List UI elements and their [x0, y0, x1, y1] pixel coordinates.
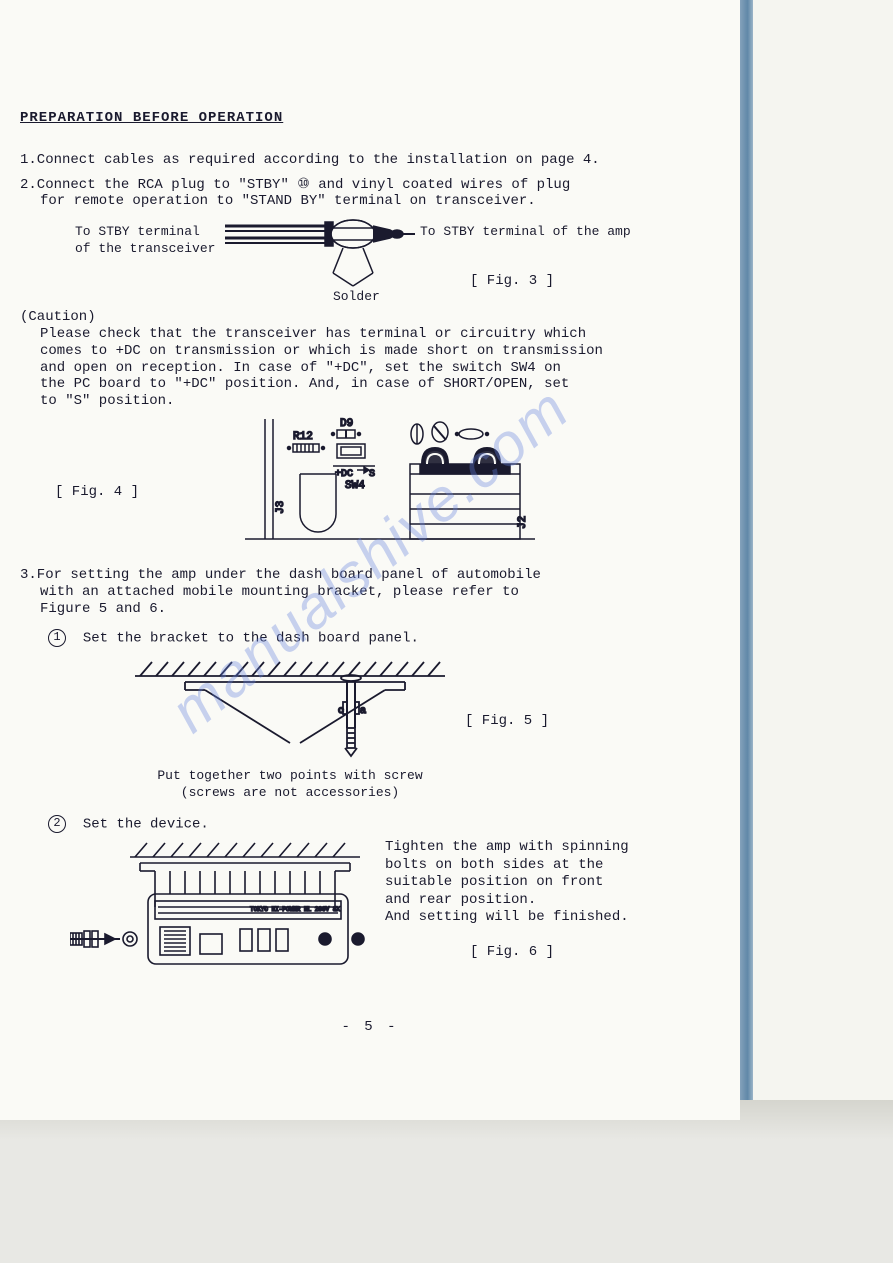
circled-1: 1: [48, 629, 66, 647]
svg-text:+DC: +DC: [335, 469, 353, 480]
pcb-diagram: D9 R12 +DC S: [245, 414, 535, 549]
document-page: PREPARATION BEFORE OPERATION 1.Connect c…: [0, 0, 740, 1120]
fig3-caption: [ Fig. 3 ]: [470, 273, 554, 290]
fig5-text: Put together two points with screw (scre…: [140, 768, 440, 802]
svg-text:D9: D9: [340, 418, 353, 430]
page-edge: [753, 0, 893, 1120]
circled-2: 2: [48, 815, 66, 833]
fig6-text: Tighten the amp with spinning bolts on b…: [385, 839, 695, 927]
fig3-left-l1: To STBY terminal: [75, 224, 215, 241]
fig6-l5: And setting will be finished.: [385, 909, 695, 927]
figure-6: TOKYO HI-POWER HL 200V SX Tighten the am…: [20, 839, 720, 999]
item-3-l2: with an attached mobile mounting bracket…: [20, 584, 720, 601]
svg-text:J3: J3: [275, 501, 287, 514]
step-2: 2 Set the device.: [20, 815, 720, 834]
caution-l3: and open on reception. In case of "+DC",…: [20, 360, 720, 377]
caution-l2: comes to +DC on transmission or which is…: [20, 343, 720, 360]
svg-text:SW4: SW4: [345, 480, 365, 492]
caution-l5: to "S" position.: [20, 393, 720, 410]
fig6-l1: Tighten the amp with spinning: [385, 839, 695, 857]
item-3-l3: Figure 5 and 6.: [20, 601, 720, 618]
fig5-text-l1: Put together two points with screw: [140, 768, 440, 785]
fig5-caption: [ Fig. 5 ]: [465, 713, 549, 730]
svg-text:J2: J2: [517, 516, 529, 529]
figure-4: [ Fig. 4 ] D9 R12: [20, 414, 720, 549]
caution-head: (Caution): [20, 309, 720, 326]
fig3-left-l2: of the transceiver: [75, 241, 215, 258]
step-1: 1 Set the bracket to the dash board pane…: [20, 629, 720, 648]
bracket-diagram: c a: [130, 658, 450, 763]
solder-label: Solder: [333, 289, 380, 303]
rca-plug-diagram: Solder: [225, 218, 415, 303]
svg-text:TOKYO HI-POWER HL 200V SX: TOKYO HI-POWER HL 200V SX: [250, 906, 340, 913]
item-3: 3.For setting the amp under the dash boa…: [20, 567, 720, 617]
page-number: - 5 -: [20, 1019, 720, 1036]
step-2-text: Set the device.: [83, 817, 209, 833]
section-title: PREPARATION BEFORE OPERATION: [20, 110, 720, 127]
item-2-line1: 2.Connect the RCA plug to "STBY" ⑩ and v…: [20, 177, 720, 194]
fig3-right-label: To STBY terminal of the amp: [420, 224, 631, 240]
item-2: 2.Connect the RCA plug to "STBY" ⑩ and v…: [20, 177, 720, 211]
fig5-text-l2: (screws are not accessories): [140, 785, 440, 802]
fig6-l4: and rear position.: [385, 892, 695, 910]
step-1-text: Set the bracket to the dash board panel.: [83, 631, 419, 647]
fig4-caption: [ Fig. 4 ]: [55, 484, 139, 501]
item-1: 1.Connect cables as required according t…: [20, 152, 720, 169]
device-mount-diagram: TOKYO HI-POWER HL 200V SX: [70, 839, 370, 984]
figure-3: To STBY terminal of the transceiver: [20, 218, 720, 303]
svg-text:c: c: [338, 706, 344, 717]
svg-text:R12: R12: [293, 431, 313, 443]
caution-block: (Caution) Please check that the transcei…: [20, 309, 720, 410]
caution-l1: Please check that the transceiver has te…: [20, 326, 720, 343]
item-2-line2: for remote operation to "STAND BY" termi…: [20, 193, 720, 210]
fig6-l2: bolts on both sides at the: [385, 857, 695, 875]
figure-5: c a [ Fig. 5 ] Put together two points w…: [20, 658, 720, 803]
svg-text:a: a: [360, 706, 366, 717]
fig6-l3: suitable position on front: [385, 874, 695, 892]
caution-l4: the PC board to "+DC" position. And, in …: [20, 376, 720, 393]
fig6-caption: [ Fig. 6 ]: [470, 944, 554, 961]
fig3-left-label: To STBY terminal of the transceiver: [75, 224, 215, 258]
svg-text:S: S: [369, 469, 375, 480]
item-3-l1: 3.For setting the amp under the dash boa…: [20, 567, 720, 584]
